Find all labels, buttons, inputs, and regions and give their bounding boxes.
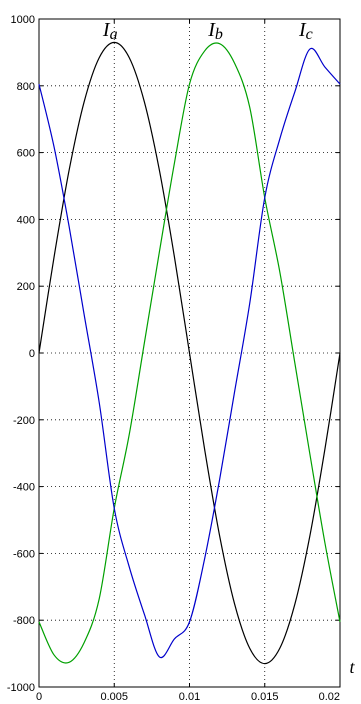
y-tick-label: -600	[13, 548, 35, 560]
y-tick-label: 200	[17, 281, 35, 293]
series-label-main: I	[298, 19, 307, 41]
series-label-sub: c	[306, 26, 313, 43]
series-line-ib	[38, 42, 341, 664]
y-tick-label: 400	[17, 214, 35, 226]
series-line-ia	[38, 41, 341, 665]
y-tick-label: 600	[17, 148, 35, 160]
x-tick-label: 0.02	[319, 691, 340, 703]
y-tick-label: -200	[13, 415, 35, 427]
y-tick-label: -1000	[7, 682, 35, 694]
y-tick-label: -400	[13, 482, 35, 494]
x-tick-label: 0.01	[179, 691, 200, 703]
x-axis-label: t	[349, 657, 355, 677]
series-label-sub: b	[215, 26, 223, 43]
series-label-main: I	[207, 19, 216, 41]
series-label-ib: Ib	[207, 19, 223, 43]
series-label-main: I	[102, 19, 111, 41]
series-label-ia: Ia	[102, 19, 118, 43]
series-lines	[38, 41, 341, 665]
series-labels: Ia Ib Ic	[102, 19, 313, 43]
y-tick-label: 1000	[11, 14, 35, 26]
grid-lines	[39, 19, 340, 687]
x-tick-label: 0	[36, 691, 42, 703]
y-tick-label: 0	[29, 348, 35, 360]
series-line-ic	[38, 47, 341, 659]
series-label-sub: a	[110, 26, 118, 43]
y-tick-label: -800	[13, 615, 35, 627]
x-tick-label: 0.015	[251, 691, 279, 703]
x-tick-label: 0.005	[100, 691, 128, 703]
series-label-ic: Ic	[298, 19, 313, 43]
y-tick-label: 800	[17, 81, 35, 93]
